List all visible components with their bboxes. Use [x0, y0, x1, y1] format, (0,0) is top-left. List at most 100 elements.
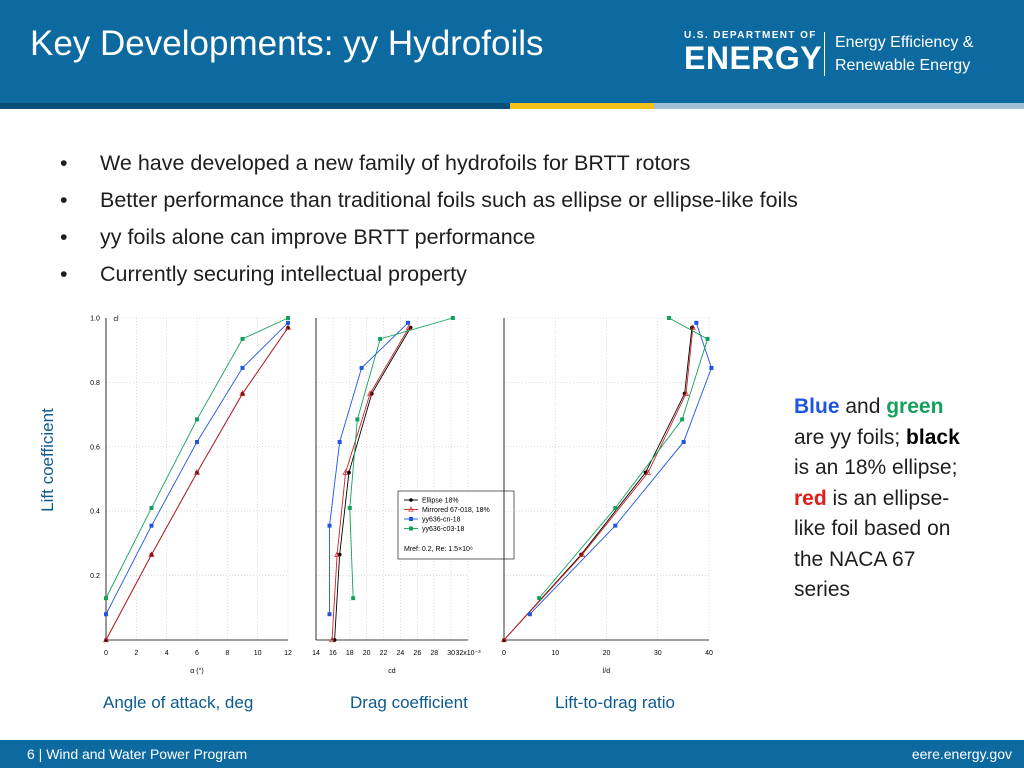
data-point — [148, 551, 155, 557]
y-tick-label: 1.0 — [90, 316, 100, 323]
caption-angle: Angle of attack, deg — [103, 693, 254, 712]
page-title: Key Developments: yy Hydrofoils — [30, 24, 544, 63]
y-axis-title: cl — [113, 316, 119, 323]
series-line — [503, 327, 693, 641]
x-tick-label: 0 — [502, 650, 506, 657]
bullet-dot: • — [60, 151, 68, 175]
data-point — [347, 505, 352, 510]
data-point — [359, 365, 364, 370]
data-point — [285, 324, 291, 330]
bullet-dot: • — [60, 262, 68, 286]
x-axis-title: cd — [388, 668, 396, 675]
x-tick-label: 20 — [363, 650, 371, 657]
series-line — [538, 317, 709, 599]
legend-box — [397, 490, 515, 560]
caption-drag: Drag coefficient — [350, 693, 468, 712]
legend-note: Mref: 0.2, Re: 1.5×10⁶ — [404, 546, 473, 553]
data-point — [613, 505, 618, 510]
x-tick-label: 18 — [346, 650, 354, 657]
legend-marker — [409, 526, 413, 531]
x-tick-label: 8 — [225, 650, 229, 657]
bullet-dot: • — [60, 188, 68, 212]
data-point — [103, 636, 109, 643]
data-point — [683, 390, 690, 396]
data-point — [406, 320, 411, 325]
note-text: are yy foils; — [794, 425, 907, 449]
data-point — [104, 612, 108, 617]
bullet-item: • yy foils alone can improve BRTT perform… — [60, 219, 798, 256]
data-point — [644, 469, 651, 475]
data-point — [501, 636, 507, 643]
x-tick-label: 10 — [254, 650, 262, 657]
data-point — [378, 336, 383, 341]
data-point — [709, 365, 714, 370]
header-stripe-yellow — [510, 103, 654, 109]
series-line — [529, 322, 712, 615]
data-point — [286, 320, 290, 325]
data-point — [681, 439, 686, 444]
data-point — [367, 390, 374, 396]
data-point — [104, 596, 108, 601]
data-point — [149, 523, 154, 528]
x-tick-label: 30 — [447, 650, 455, 657]
x-tick-label: 16 — [329, 650, 337, 657]
data-point — [329, 636, 336, 643]
x-tick-label: 2 — [134, 650, 138, 657]
x-tick-label: 4 — [165, 650, 169, 657]
note-red-word: red — [794, 486, 827, 510]
note-text: is an ellipse-like foil based on the NAC… — [794, 486, 951, 602]
legend-marker — [408, 506, 414, 512]
data-point — [195, 417, 199, 422]
logo-energy-text: ENERGY — [684, 40, 823, 76]
legend-marker — [409, 517, 413, 521]
data-point — [327, 523, 332, 528]
bullet-item: • We have developed a new family of hydro… — [60, 145, 798, 182]
x-axis-title: α (°) — [190, 667, 203, 675]
data-point — [666, 316, 671, 320]
logo-divider — [824, 32, 825, 76]
legend-label: yy636-c03-18 — [422, 526, 465, 533]
legend-marker — [409, 498, 413, 502]
bullet-item: • Better performance than traditional foi… — [60, 182, 798, 219]
x-tick-label: 24 — [397, 650, 405, 657]
data-point — [613, 523, 618, 528]
data-point — [579, 551, 586, 557]
data-point — [351, 596, 356, 601]
color-key-note: Blue and green are yy foils; black is an… — [794, 392, 964, 606]
data-point — [239, 390, 246, 396]
data-point — [195, 439, 199, 444]
note-green-word: green — [886, 395, 944, 418]
logo-dept-text: U.S. DEPARTMENT OF — [684, 30, 817, 41]
hydrofoil-charts: 0 2 4 6 8 10 120.20.40.60.81.0 clα (°)14 16 18 20 2… — [90, 316, 714, 675]
data-point — [450, 316, 455, 320]
header-stripe-dark — [0, 103, 510, 109]
x-tick-label: 30 — [654, 650, 662, 657]
x-tick-label: 6 — [195, 650, 199, 657]
legend-label: yy636-cn-18 — [422, 517, 461, 524]
note-black-word: black — [906, 425, 960, 449]
series-line — [334, 327, 411, 641]
data-point — [337, 439, 342, 444]
data-point — [286, 316, 290, 320]
header-bar: Key Developments: yy Hydrofoils U.S. DEP… — [0, 0, 1024, 103]
data-point — [537, 596, 542, 601]
bullet-text: Currently securing intellectual property — [100, 262, 467, 286]
legend-label: Ellipse 18% — [422, 498, 459, 505]
data-point — [689, 324, 696, 330]
footer-bar: 6 | Wind and Water Power Program eere.en… — [0, 740, 1024, 768]
data-point — [194, 469, 200, 475]
footer-program: 6 | Wind and Water Power Program — [27, 746, 248, 762]
x-tick-label: 0 — [104, 650, 108, 657]
note-text: is an 18% ellipse; — [794, 456, 958, 479]
series-line — [329, 322, 409, 615]
data-point — [405, 324, 412, 330]
x-tick-label: 40 — [705, 650, 713, 657]
bullet-list: • We have developed a new family of hydro… — [60, 145, 798, 293]
data-point — [342, 469, 349, 475]
x-tick-label: 14 — [312, 650, 320, 657]
footer-url: eere.energy.gov — [911, 746, 1012, 762]
bullet-dot: • — [60, 225, 68, 249]
series-line — [503, 327, 694, 641]
x-tick-label: 32x10⁻³ — [455, 650, 481, 657]
x-tick-label: 12 — [284, 650, 292, 657]
